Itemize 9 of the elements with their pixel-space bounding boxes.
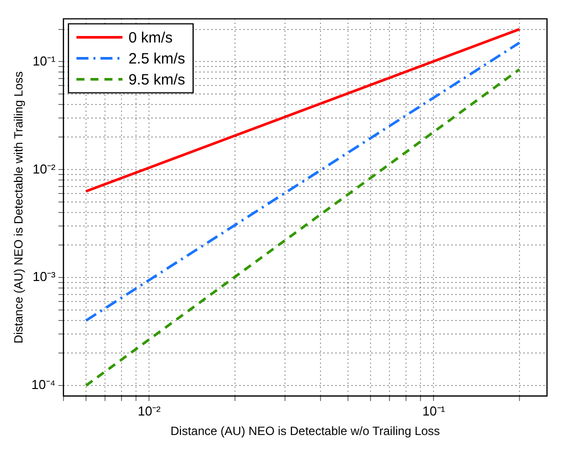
legend-label: 9.5 km/s xyxy=(128,71,186,88)
y-axis-title: Distance (AU) NEO is Detectable with Trailing Loss xyxy=(12,71,26,344)
x-axis-title: Distance (AU) NEO is Detectable w/o Trailing Loss xyxy=(170,424,440,438)
legend-label: 2.5 km/s xyxy=(128,50,186,68)
y-tick-label: 10⁻¹ xyxy=(32,53,56,68)
y-tick-label: 10⁻³ xyxy=(32,269,56,284)
y-tick-label: 10⁻⁴ xyxy=(31,377,56,392)
legend-label: 0 km/s xyxy=(128,29,173,46)
y-tick-label: 10⁻² xyxy=(32,161,56,176)
